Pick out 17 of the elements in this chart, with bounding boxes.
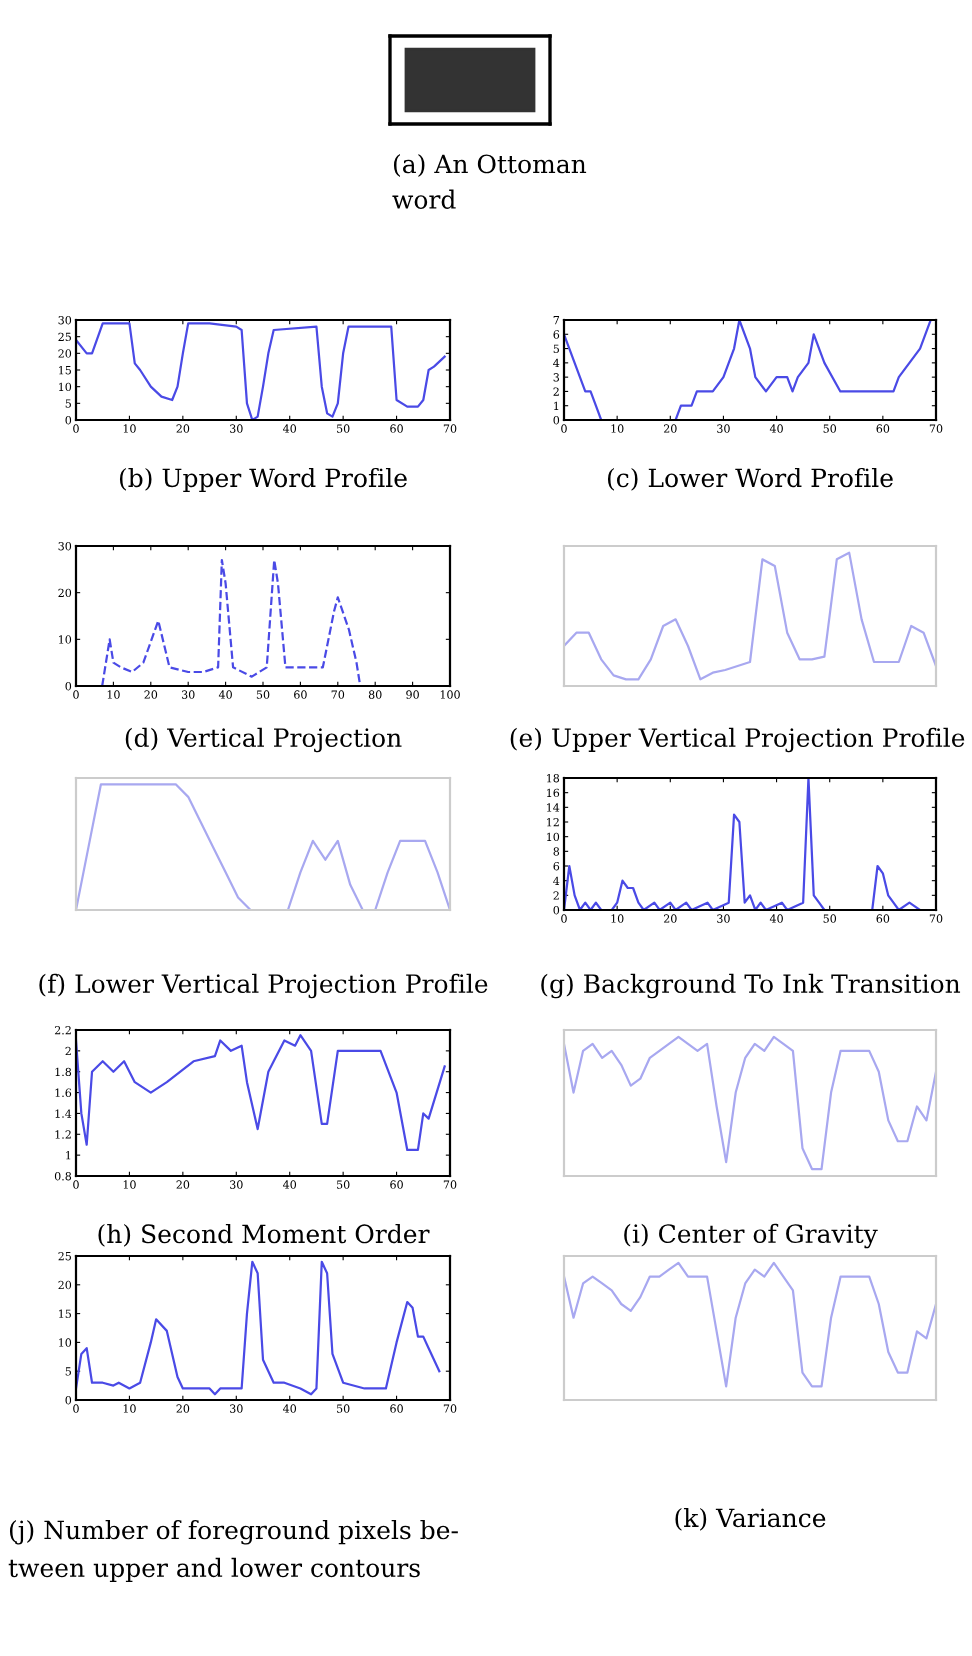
- line-series: [101, 558, 362, 686]
- line-series: [76, 322, 446, 420]
- text: (a) An Ottoman word: [392, 154, 587, 209]
- text: (g) Background To Ink Transition: [541, 973, 961, 999]
- text: (i) Center of Gravity: [624, 1223, 878, 1249]
- text: (c) Lower Word Profile: [607, 467, 893, 491]
- line-series: [76, 1034, 446, 1152]
- text: (k) Variance: [675, 1507, 826, 1531]
- line-series: [564, 320, 932, 420]
- text: (h) Second Moment Order: [98, 1223, 430, 1247]
- text: (b) Upper Word Profile: [119, 467, 407, 493]
- text: (e) Upper Vertical Projection Profile: [510, 727, 965, 753]
- text: (f) Lower Vertical Projection Profile: [39, 973, 488, 999]
- text: (d) Vertical Projection: [125, 727, 402, 753]
- line-series: [76, 1260, 441, 1396]
- line-series: [564, 778, 922, 910]
- text: (j) Number of foreground pixels be- tween upper and lower contours: [8, 1520, 458, 1583]
